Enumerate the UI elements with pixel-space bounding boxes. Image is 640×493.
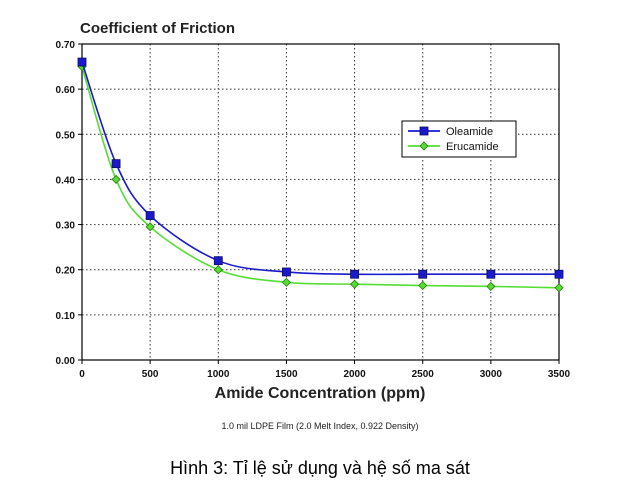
- y-tick-label: 0.60: [56, 85, 76, 96]
- plot-frame: [81, 43, 560, 361]
- x-tick-label: 0: [79, 369, 85, 380]
- chart-title: Coefficient of Friction: [80, 20, 235, 37]
- erucamide-point: [350, 279, 360, 289]
- oleamide-point: [77, 57, 87, 67]
- legend-marker-erucamide: [419, 141, 429, 151]
- chart-footnote: 1.0 mil LDPE Film (2.0 Melt Index, 0.922…: [221, 421, 419, 431]
- x-tick-label: 1000: [207, 369, 230, 380]
- erucamide-line: [81, 66, 560, 289]
- series: [77, 57, 564, 293]
- x-tick-label: 2500: [412, 369, 435, 380]
- oleamide-point: [111, 159, 121, 169]
- y-tick-label: 0.50: [56, 130, 76, 141]
- erucamide-point: [111, 174, 121, 184]
- erucamide-point: [213, 265, 223, 275]
- x-tick-label: 500: [142, 369, 159, 380]
- erucamide-point: [281, 277, 291, 287]
- grid: [82, 44, 559, 360]
- erucamide-point: [486, 281, 496, 291]
- figure-caption: Hình 3: Tỉ lệ sử dụng và hệ số ma sát: [170, 458, 470, 478]
- y-tick-label: 0.40: [56, 175, 76, 186]
- oleamide-point: [486, 269, 496, 279]
- x-tick-label: 2000: [343, 369, 366, 380]
- oleamide-point: [554, 269, 564, 279]
- y-tick-label: 0.30: [56, 221, 76, 232]
- legend-label-erucamide: Erucamide: [446, 141, 499, 153]
- oleamide-point: [213, 256, 223, 266]
- erucamide-point: [554, 283, 564, 293]
- oleamide-line: [81, 61, 559, 276]
- legend-label-oleamide: Oleamide: [446, 126, 493, 138]
- y-tick-label: 0.70: [56, 40, 76, 51]
- oleamide-point: [418, 269, 428, 279]
- x-tick-label: 3500: [548, 369, 571, 380]
- oleamide-point: [145, 211, 155, 220]
- x-tick-label: 1500: [275, 369, 298, 380]
- x-axis-label: Amide Concentration (ppm): [215, 385, 426, 402]
- erucamide-point: [418, 280, 428, 291]
- x-tick-label: 3000: [480, 369, 503, 380]
- axis-ticks: 0 500 1000 1500 2000 2500 3000 3500 0.00 0.10 0.20…: [56, 40, 571, 380]
- y-tick-label: 0.20: [56, 266, 76, 277]
- legend: Oleamide Erucamide: [401, 120, 517, 158]
- oleamide-point: [282, 267, 291, 277]
- legend-marker-oleamide: [419, 126, 429, 136]
- y-tick-label: 0.10: [56, 311, 76, 322]
- oleamide-point: [350, 269, 359, 279]
- friction-chart: Coefficient of Friction 0 500 1000 1500 2000…: [56, 20, 571, 402]
- y-tick-label: 0.00: [56, 356, 76, 367]
- erucamide-point: [145, 222, 155, 232]
